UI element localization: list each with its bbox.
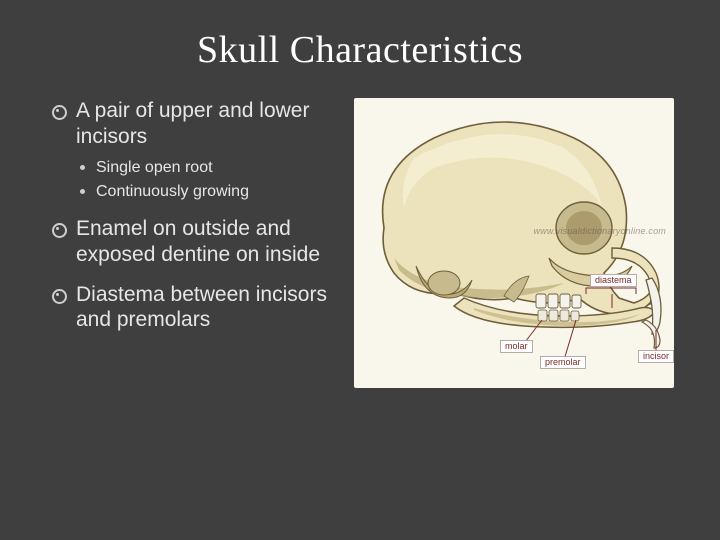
bullet-1-text: A pair of upper and lower incisors	[76, 99, 309, 148]
content-row: A pair of upper and lower incisors Singl…	[50, 98, 670, 388]
bullet-2: Enamel on outside and exposed dentine on…	[50, 216, 340, 267]
text-column: A pair of upper and lower incisors Singl…	[50, 98, 340, 388]
label-incisor: incisor	[638, 350, 674, 363]
slide: Skull Characteristics A pair of upper an…	[0, 0, 720, 540]
label-molar: molar	[500, 340, 533, 353]
sub-bullet-1: Single open root	[76, 157, 340, 179]
sub-bullet-list: Single open root Continuously growing	[76, 157, 340, 202]
bullet-3: Diastema between incisors and premolars	[50, 282, 340, 333]
image-column: www.visualdictionaryonline.com molar pre…	[354, 98, 674, 388]
sub-bullet-2: Continuously growing	[76, 181, 340, 203]
skull-figure: www.visualdictionaryonline.com molar pre…	[354, 98, 674, 388]
figure-watermark: www.visualdictionaryonline.com	[533, 226, 666, 236]
label-diastema: diastema	[590, 274, 637, 287]
label-premolar: premolar	[540, 356, 586, 369]
slide-title: Skull Characteristics	[50, 28, 670, 72]
main-bullet-list: A pair of upper and lower incisors Singl…	[50, 98, 340, 333]
bullet-1: A pair of upper and lower incisors Singl…	[50, 98, 340, 202]
